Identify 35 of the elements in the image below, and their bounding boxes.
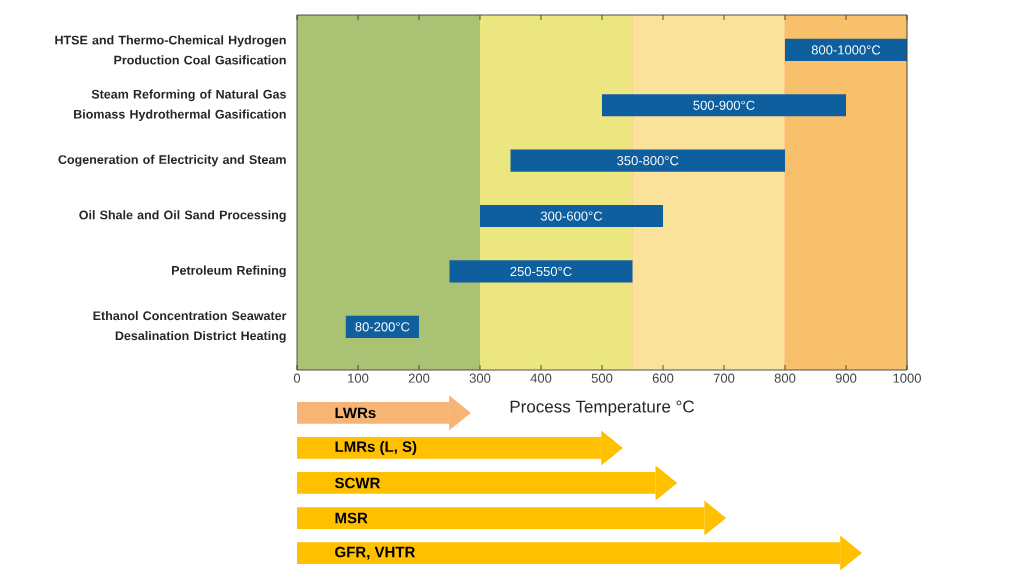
x-tick-label: 1000 — [893, 373, 921, 383]
x-tick-label: 100 — [348, 373, 369, 383]
x-tick-label: 200 — [408, 373, 430, 383]
y-tick-label: Ethanol Concentration Seawater Desalination District Heating — [93, 310, 287, 343]
y-tick-label: MSR — [335, 512, 368, 524]
y-tick-label: Oil Shale and Oil Sand Processing — [79, 210, 286, 222]
x-axis-title: Process Temperature °C — [510, 400, 695, 416]
y-tick-label: Petroleum Refining — [172, 265, 286, 278]
x-tick-label: 700 — [713, 373, 735, 383]
data-label: 250-550°C — [510, 266, 572, 277]
x-tick-label: 0 — [293, 373, 301, 383]
x-tick-label: 300 — [469, 373, 491, 383]
bar — [510, 149, 786, 172]
x-tick-label: 600 — [652, 373, 674, 383]
data-label: 80-200°C — [355, 322, 410, 332]
bar — [449, 260, 633, 283]
data-label: 800-1000°C — [811, 45, 881, 55]
x-tick-label: 900 — [835, 373, 857, 383]
x-tick-label: 800 — [774, 373, 796, 383]
y-tick-label: SCWR — [334, 477, 381, 489]
y-tick-label: HTSE and Thermo-Chemical Hydrogen Production Coal Gasification — [55, 35, 286, 65]
x-tick-label: 400 — [530, 373, 552, 383]
data-label: 500-900°C — [693, 100, 755, 110]
y-tick-label: Cogeneration of Electricity and Steam — [58, 154, 286, 167]
data-label: 350-800°C — [617, 156, 679, 166]
bar — [345, 315, 420, 338]
y-tick-label: LWRs — [335, 407, 376, 419]
bar — [602, 94, 847, 117]
bar — [480, 204, 663, 228]
x-tick-label: 500 — [591, 373, 613, 383]
y-tick-label: GFR, VHTR — [335, 546, 416, 560]
bar — [785, 38, 907, 61]
data-label: 300-600°C — [540, 211, 603, 221]
y-tick-label: LMRs (L, S) — [335, 440, 417, 455]
y-tick-label: Steam Reforming of Natural Gas Biomass Hydrothermal Gasification — [74, 89, 286, 122]
